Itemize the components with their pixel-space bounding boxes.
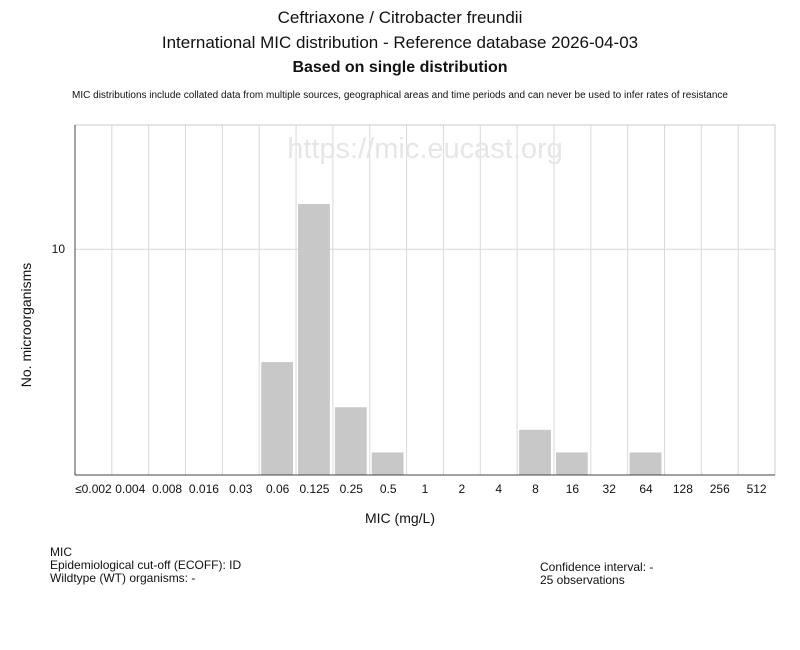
y-tick-label: 10 xyxy=(52,242,66,256)
x-tick-label: 256 xyxy=(710,482,730,496)
mic-histogram: https://mic.eucast.org 10 ≤0.002 0.004 0.0… xyxy=(18,124,776,526)
x-tick-label: 1 xyxy=(422,482,429,496)
x-axis-label: MIC (mg/L) xyxy=(365,510,435,526)
bar-16 xyxy=(555,452,588,475)
bar-64 xyxy=(629,452,662,475)
plot-frame xyxy=(74,124,776,476)
x-tick-label: 128 xyxy=(673,482,693,496)
x-tick-label: 512 xyxy=(747,482,767,496)
chart-subtitle: International MIC distribution - Referen… xyxy=(161,33,639,52)
x-tick-label: 0.016 xyxy=(189,482,219,496)
x-tick-label: 16 xyxy=(566,482,580,496)
watermark: https://mic.eucast.org xyxy=(287,133,563,165)
info-observations: 25 observations xyxy=(540,573,625,587)
x-tick-labels: ≤0.002 0.004 0.008 0.016 0.03 0.06 0.125 0.25 0.… xyxy=(75,482,767,496)
vertical-gridlines xyxy=(111,125,739,475)
disclaimer: MIC distributions include collated data … xyxy=(72,90,728,101)
bar-0.125 xyxy=(298,204,330,475)
x-tick-label: 0.008 xyxy=(152,482,182,496)
observation-info: Confidence interval: - 25 observations xyxy=(540,561,653,587)
x-tick-label: 2 xyxy=(458,482,465,496)
x-tick-label: 64 xyxy=(639,482,653,496)
x-tick-label: 0.25 xyxy=(340,482,364,496)
x-tick-label: 0.004 xyxy=(115,482,145,496)
x-tick-label: 0.03 xyxy=(229,482,253,496)
x-tick-label: 0.5 xyxy=(380,482,397,496)
bar-0.5 xyxy=(371,452,404,475)
bar-0.06 xyxy=(261,362,294,475)
chart-title: Ceftriaxone / Citrobacter freundii xyxy=(277,8,523,27)
info-mic: MIC xyxy=(50,545,72,559)
y-axis-label: No. microorganisms xyxy=(18,263,34,387)
x-tick-label: 32 xyxy=(603,482,617,496)
x-tick-label: ≤0.002 xyxy=(75,482,112,496)
y-tick-labels: 10 xyxy=(52,242,66,256)
bars xyxy=(261,204,662,475)
bar-0.25 xyxy=(334,407,367,475)
ecoff-info: MIC Epidemiological cut-off (ECOFF): ID … xyxy=(50,546,241,585)
bar-8 xyxy=(519,429,551,475)
x-tick-label: 8 xyxy=(532,482,539,496)
info-ecoff: Epidemiological cut-off (ECOFF): ID xyxy=(50,558,242,572)
x-tick-label: 0.125 xyxy=(299,482,329,496)
x-tick-label: 4 xyxy=(495,482,502,496)
info-confidence-interval: Confidence interval: - xyxy=(540,560,654,574)
distribution-basis: Based on single distribution xyxy=(292,59,508,76)
x-tick-label: 0.06 xyxy=(266,482,290,496)
info-wildtype: Wildtype (WT) organisms: - xyxy=(50,571,196,585)
